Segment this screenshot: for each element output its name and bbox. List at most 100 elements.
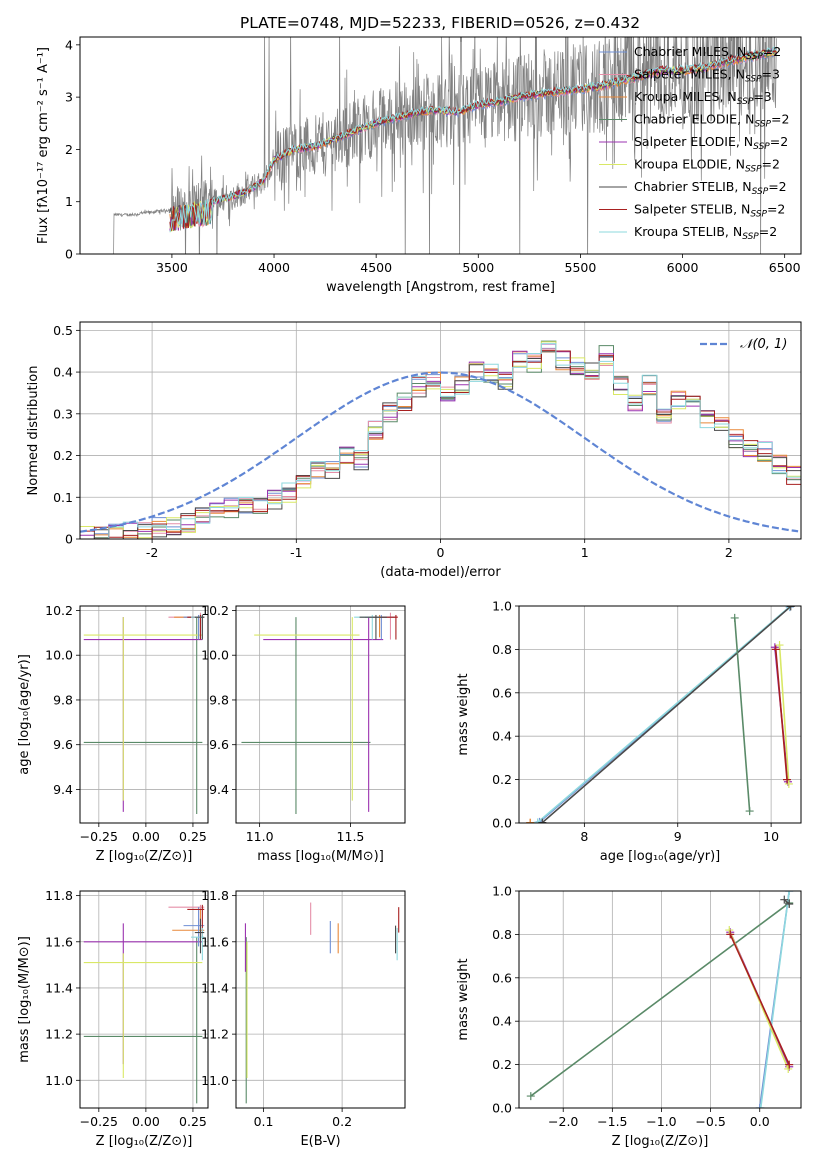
legend-label-text: Salpeter STELIB, N <box>634 202 750 217</box>
plot-area <box>80 340 801 539</box>
y-tick-label: 11.6 <box>201 934 229 949</box>
gaussian-curve <box>80 371 799 533</box>
x-axis-label: (data-model)/error <box>380 565 501 580</box>
age-vs-metallicity-panel: −0.25 0.00 0.25 9.4 9.6 9.8 10.0 10.2 Z [log₁₀(Z… <box>17 603 209 864</box>
weight-point-marker <box>726 930 735 939</box>
y-tick-label: 9.8 <box>209 692 229 707</box>
grid <box>236 891 405 1108</box>
plot-area <box>241 612 398 815</box>
x-tick-label: 0.25 <box>179 1114 207 1129</box>
y-tick-label: 11.2 <box>45 1027 73 1042</box>
y-tick-label: 9.8 <box>53 692 73 707</box>
legend-label-value: =3 <box>762 67 780 82</box>
histogram-step-line <box>80 348 801 539</box>
legend-label: Kroupa ELODIE, NSSP=2 <box>634 157 780 175</box>
legend-label: 𝒩(0, 1) <box>740 337 787 352</box>
x-tick-label: 6500 <box>769 260 801 275</box>
legend-label-text: Chabrier MILES, N <box>634 44 746 59</box>
x-tick-label: 8 <box>580 829 588 844</box>
plot-area <box>83 612 205 815</box>
legend-label-subscript: SSP <box>742 232 759 242</box>
model-spectrum-line <box>169 46 777 233</box>
weight-point-marker <box>770 643 779 652</box>
y-axis-label: Normed distribution <box>26 366 41 496</box>
grid <box>80 891 208 1108</box>
legend: 𝒩(0, 1) <box>700 337 787 352</box>
weight-point-marker <box>784 1064 793 1073</box>
weight-vs-age-panel: 8 9 10 0.0 0.2 0.4 0.6 0.8 1.0 age [log₁₀(age/yr)… <box>456 599 802 864</box>
weight-line <box>778 645 790 784</box>
y-axis-label: mass weight <box>456 673 471 755</box>
legend-label-subscript: SSP <box>745 75 762 85</box>
legend-label: Kroupa STELIB, NSSP=2 <box>634 224 777 242</box>
y-tick-label: 0.2 <box>492 1057 512 1072</box>
histogram-step-line <box>80 343 801 539</box>
legend-label-subscript: SSP <box>750 210 767 220</box>
grid <box>519 605 801 824</box>
y-tick-label: 9.4 <box>209 782 229 797</box>
weight-point-marker <box>780 895 789 904</box>
legend-label-text: Kroupa STELIB, N <box>634 224 742 239</box>
y-axis-label: Flux [fλ10⁻¹⁷ erg cm⁻² s⁻¹ A⁻¹] <box>36 47 51 244</box>
legend-label-subscript: SSP <box>745 165 762 175</box>
x-tick-label: 4000 <box>258 260 290 275</box>
legend-label-subscript: SSP <box>753 142 770 152</box>
y-tick-label: 1.0 <box>492 884 512 899</box>
x-tick-label: 2 <box>725 545 733 560</box>
x-tick-label: 5000 <box>462 260 494 275</box>
weight-line <box>537 606 791 823</box>
mass-vs-metallicity-panel: −0.25 0.00 0.25 11.0 11.2 11.4 11.6 11.8 Z [log₁… <box>17 888 209 1149</box>
y-tick-label: 11.2 <box>201 1027 229 1042</box>
plot-area <box>112 37 777 254</box>
y-tick-label: 9.6 <box>53 737 73 752</box>
weight-line <box>733 617 751 812</box>
plot-area <box>526 891 794 1108</box>
weight-line <box>541 606 792 823</box>
legend-label: Salpeter STELIB, NSSP=2 <box>634 202 785 220</box>
axes-frame <box>79 890 209 1109</box>
y-tick-label: 10.0 <box>45 648 73 663</box>
grid <box>80 322 801 540</box>
y-tick-label: 0.6 <box>492 970 512 985</box>
y-tick-label: 0.3 <box>53 406 73 421</box>
y-axis-label: mass [log₁₀(M/M⊙)] <box>17 936 32 1063</box>
x-tick-label: 1 <box>581 545 589 560</box>
y-tick-label: 11.4 <box>201 980 229 995</box>
y-tick-label: 11.8 <box>45 888 73 903</box>
y-tick-label: 11.4 <box>45 980 73 995</box>
axes-frame <box>518 890 802 1109</box>
x-axis-label: Z [log₁₀(Z/Z⊙)] <box>612 1134 709 1149</box>
x-tick-label: 0.00 <box>132 829 160 844</box>
weight-point-marker <box>785 891 794 895</box>
legend-label-value: =3 <box>753 89 771 104</box>
axes-frame <box>79 605 209 824</box>
legend-label-subscript: SSP <box>752 187 769 197</box>
legend-label-value: =2 <box>770 134 788 149</box>
y-tick-label: 10.0 <box>201 648 229 663</box>
axes-frame <box>235 605 406 824</box>
observed-spectrum-line <box>112 37 777 254</box>
legend-label: Salpeter ELODIE, NSSP=2 <box>634 134 788 152</box>
legend-label: Chabrier MILES, NSSP=2 <box>634 44 781 62</box>
grid <box>80 606 208 823</box>
y-tick-label: 0.4 <box>53 365 73 380</box>
plot-area <box>526 606 795 823</box>
y-tick-label: 11.0 <box>201 1073 229 1088</box>
y-tick-label: 0.0 <box>492 816 512 831</box>
axes-frame <box>79 36 802 255</box>
weight-point-marker <box>755 1104 764 1108</box>
weight-point-marker <box>725 926 734 935</box>
weight-line <box>530 902 790 1097</box>
weight-point-marker <box>745 807 754 816</box>
x-tick-label: −0.25 <box>80 1114 118 1129</box>
plot-area <box>83 904 205 1104</box>
mass-vs-reddening-panel: 0.1 0.2 11.0 11.2 11.4 11.6 11.8 E(B-V) <box>201 888 406 1149</box>
weight-point-marker <box>784 779 793 788</box>
x-tick-label: 0.1 <box>254 1114 274 1129</box>
x-axis-label: E(B-V) <box>300 1134 340 1149</box>
legend-label-text: Chabrier STELIB, N <box>634 179 752 194</box>
histogram-step-line <box>80 351 801 539</box>
grid <box>236 606 405 823</box>
x-tick-label: 11.5 <box>337 829 365 844</box>
